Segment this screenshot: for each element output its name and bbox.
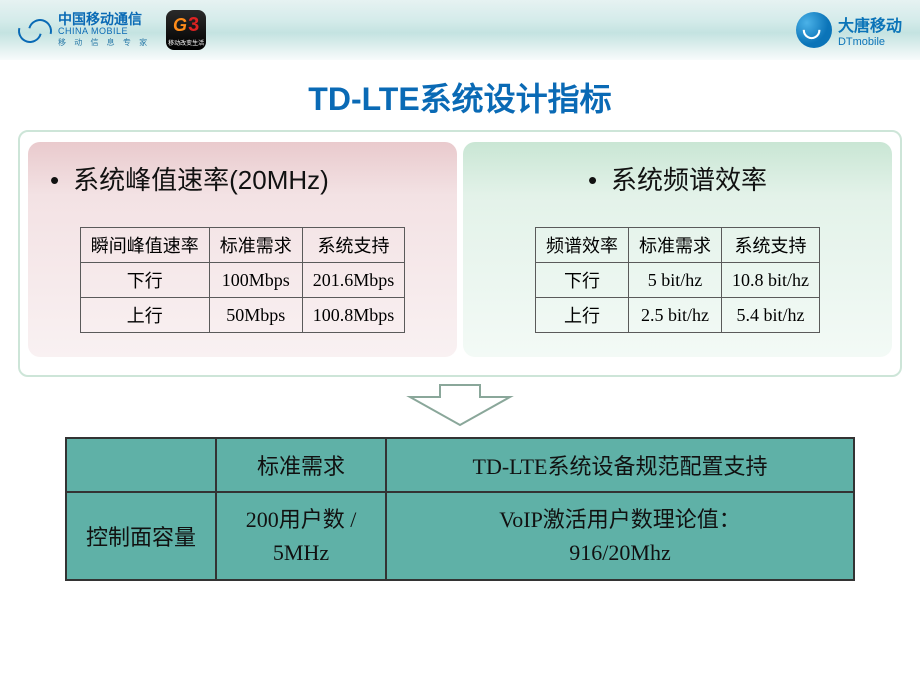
bottom-h1: 标准需求 bbox=[216, 438, 386, 492]
table-row: 控制面容量 200用户数 / 5MHz VoIP激活用户数理论值： 916/20… bbox=[66, 492, 854, 580]
table-row: 下行 5 bit/hz 10.8 bit/hz bbox=[536, 263, 820, 298]
table-row: 上行 2.5 bit/hz 5.4 bit/hz bbox=[536, 298, 820, 333]
china-mobile-text: 中国移动通信 CHINA MOBILE 移 动 信 息 专 家 bbox=[58, 12, 150, 48]
panel-peak-rate: • 系统峰值速率(20MHz) 瞬间峰值速率 标准需求 系统支持 下行 100Mb… bbox=[28, 142, 457, 357]
peak-rate-table: 瞬间峰值速率 标准需求 系统支持 下行 100Mbps 201.6Mbps 上行… bbox=[80, 227, 406, 333]
bottom-row-label: 控制面容量 bbox=[66, 492, 216, 580]
table-row: 下行 100Mbps 201.6Mbps bbox=[80, 263, 405, 298]
control-plane-table: 标准需求 TD-LTE系统设备规范配置支持 控制面容量 200用户数 / 5MH… bbox=[65, 437, 855, 581]
spec-r0c0: 下行 bbox=[536, 263, 629, 298]
spec-h0: 频谱效率 bbox=[536, 228, 629, 263]
peak-r1c2: 100.8Mbps bbox=[302, 298, 405, 333]
spec-r0c1: 5 bit/hz bbox=[629, 263, 722, 298]
panel-right-heading: • 系统频谱效率 bbox=[477, 160, 878, 197]
g3-sub: 移动改变生活 bbox=[168, 38, 204, 47]
china-mobile-cn: 中国移动通信 bbox=[58, 12, 150, 27]
panel-right-heading-text: 系统频谱效率 bbox=[611, 165, 767, 195]
bottom-col2-l1: VoIP激活用户数理论值： bbox=[499, 507, 741, 532]
bottom-col2-l2: 916/20Mhz bbox=[569, 540, 670, 565]
china-mobile-mark-icon bbox=[18, 13, 52, 47]
slide-title: TD-LTE系统设计指标 bbox=[0, 74, 920, 120]
dt-mobile-en: DTmobile bbox=[838, 36, 902, 48]
spec-r1c2: 5.4 bit/hz bbox=[722, 298, 820, 333]
table-row: 瞬间峰值速率 标准需求 系统支持 bbox=[80, 228, 405, 263]
peak-r0c1: 100Mbps bbox=[209, 263, 302, 298]
panel-left-heading-text: 系统峰值速率(20MHz) bbox=[73, 165, 329, 195]
peak-r0c2: 201.6Mbps bbox=[302, 263, 405, 298]
table-row: 上行 50Mbps 100.8Mbps bbox=[80, 298, 405, 333]
spec-h1: 标准需求 bbox=[629, 228, 722, 263]
bottom-col1-l1: 200用户数 / bbox=[246, 507, 357, 532]
peak-r0c0: 下行 bbox=[80, 263, 209, 298]
header-band: 中国移动通信 CHINA MOBILE 移 动 信 息 专 家 G3 移动改变生… bbox=[0, 0, 920, 60]
dt-mobile-text: 大唐移动 DTmobile bbox=[838, 12, 902, 48]
spec-r1c1: 2.5 bit/hz bbox=[629, 298, 722, 333]
peak-h2: 系统支持 bbox=[302, 228, 405, 263]
bottom-col1-l2: 5MHz bbox=[273, 540, 329, 565]
bullet-icon: • bbox=[50, 165, 59, 195]
china-mobile-logo: 中国移动通信 CHINA MOBILE 移 动 信 息 专 家 bbox=[18, 12, 150, 48]
china-mobile-sub: 移 动 信 息 专 家 bbox=[58, 39, 150, 48]
spectrum-table: 频谱效率 标准需求 系统支持 下行 5 bit/hz 10.8 bit/hz 上… bbox=[535, 227, 820, 333]
table-row: 标准需求 TD-LTE系统设备规范配置支持 bbox=[66, 438, 854, 492]
panel-spectrum-efficiency: • 系统频谱效率 频谱效率 标准需求 系统支持 下行 5 bit/hz 10.8 … bbox=[463, 142, 892, 357]
bottom-row-col1: 200用户数 / 5MHz bbox=[216, 492, 386, 580]
bottom-h0 bbox=[66, 438, 216, 492]
g3-badge-icon: G3 移动改变生活 bbox=[166, 10, 206, 50]
china-mobile-en: CHINA MOBILE bbox=[58, 27, 150, 37]
table-row: 频谱效率 标准需求 系统支持 bbox=[536, 228, 820, 263]
bottom-row-col2: VoIP激活用户数理论值： 916/20Mhz bbox=[386, 492, 854, 580]
dt-mobile-logo: 大唐移动 DTmobile bbox=[796, 12, 902, 48]
dt-mobile-mark-icon bbox=[796, 12, 832, 48]
down-arrow-icon bbox=[0, 383, 920, 429]
peak-r1c1: 50Mbps bbox=[209, 298, 302, 333]
peak-h0: 瞬间峰值速率 bbox=[80, 228, 209, 263]
dt-mobile-cn: 大唐移动 bbox=[838, 12, 902, 36]
peak-r1c0: 上行 bbox=[80, 298, 209, 333]
bottom-h2: TD-LTE系统设备规范配置支持 bbox=[386, 438, 854, 492]
left-logos: 中国移动通信 CHINA MOBILE 移 动 信 息 专 家 G3 移动改变生… bbox=[18, 10, 206, 50]
peak-h1: 标准需求 bbox=[209, 228, 302, 263]
spec-r1c0: 上行 bbox=[536, 298, 629, 333]
panel-left-heading: • 系统峰值速率(20MHz) bbox=[50, 160, 443, 197]
panels-container: • 系统峰值速率(20MHz) 瞬间峰值速率 标准需求 系统支持 下行 100Mb… bbox=[18, 130, 902, 377]
bullet-icon: • bbox=[588, 165, 597, 195]
bottom-table-wrap: 标准需求 TD-LTE系统设备规范配置支持 控制面容量 200用户数 / 5MH… bbox=[65, 437, 855, 581]
spec-h2: 系统支持 bbox=[722, 228, 820, 263]
spec-r0c2: 10.8 bit/hz bbox=[722, 263, 820, 298]
